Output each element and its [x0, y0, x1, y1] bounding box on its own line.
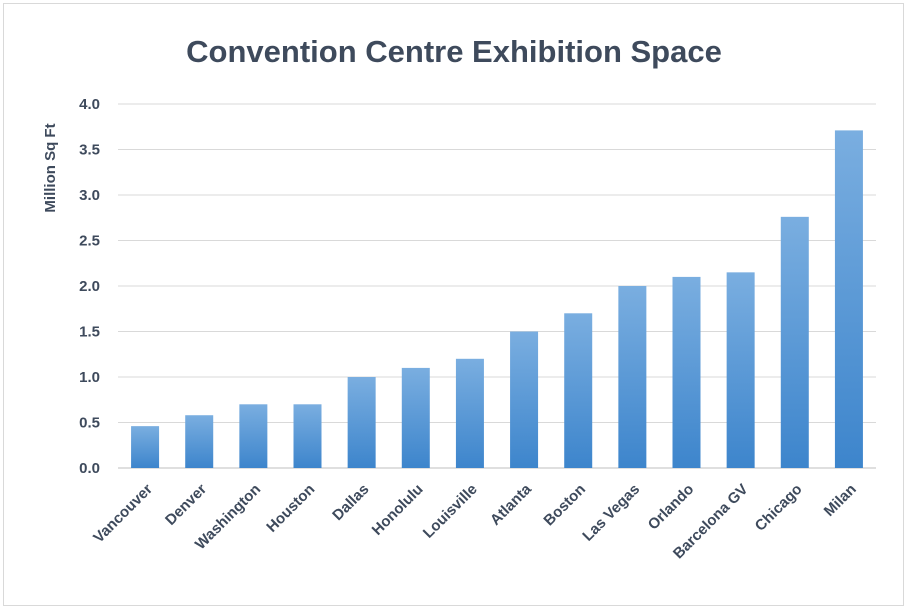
x-tick-label: Chicago	[752, 481, 806, 535]
x-tick-label: Dallas	[329, 481, 372, 524]
bar-las-vegas	[618, 286, 647, 468]
y-tick-label: 2.0	[79, 278, 100, 295]
y-tick-label: 0.0	[79, 460, 100, 477]
x-tick-label: Honolulu	[369, 481, 427, 539]
bar-orlando	[672, 276, 701, 468]
y-tick-label: 0.5	[79, 415, 100, 432]
x-tick-label: Houston	[263, 481, 318, 536]
y-tick-label: 1.0	[79, 369, 100, 386]
x-tick-label: Milan	[821, 481, 860, 520]
x-tick-label: Atlanta	[487, 480, 535, 528]
chart-title: Convention Centre Exhibition Space	[186, 34, 722, 69]
y-tick-labels: 0.0 0.5 1.0 1.5 2.0 2.5 3.0 3.5 4.0	[79, 96, 100, 477]
y-axis-label: Million Sq Ft	[42, 123, 59, 212]
grid-lines	[118, 103, 876, 469]
y-tick-label: 3.5	[79, 142, 100, 159]
bar-boston	[564, 313, 593, 468]
x-tick-label: Louisville	[420, 481, 481, 542]
y-tick-label: 4.0	[79, 96, 100, 113]
bars	[131, 130, 863, 468]
bar-dallas	[347, 377, 376, 468]
bar-louisville	[455, 358, 484, 468]
bar-chicago	[780, 216, 809, 468]
x-tick-label: Vancouver	[90, 481, 156, 547]
x-tick-label: Boston	[540, 481, 589, 530]
y-tick-label: 1.5	[79, 324, 100, 341]
bar-atlanta	[510, 331, 539, 468]
bar-vancouver	[131, 426, 160, 468]
bar-denver	[185, 415, 214, 468]
bar-milan	[834, 130, 863, 468]
bar-houston	[293, 404, 322, 468]
x-tick-label: Denver	[162, 481, 210, 529]
y-tick-label: 2.5	[79, 233, 100, 250]
y-tick-label: 3.0	[79, 187, 100, 204]
bar-honolulu	[401, 367, 430, 468]
x-tick-label: Orlando	[645, 481, 698, 534]
bar-barcelona-gv	[726, 272, 755, 468]
bar-washington	[239, 404, 268, 468]
x-tick-label: Las Vegas	[579, 481, 643, 545]
